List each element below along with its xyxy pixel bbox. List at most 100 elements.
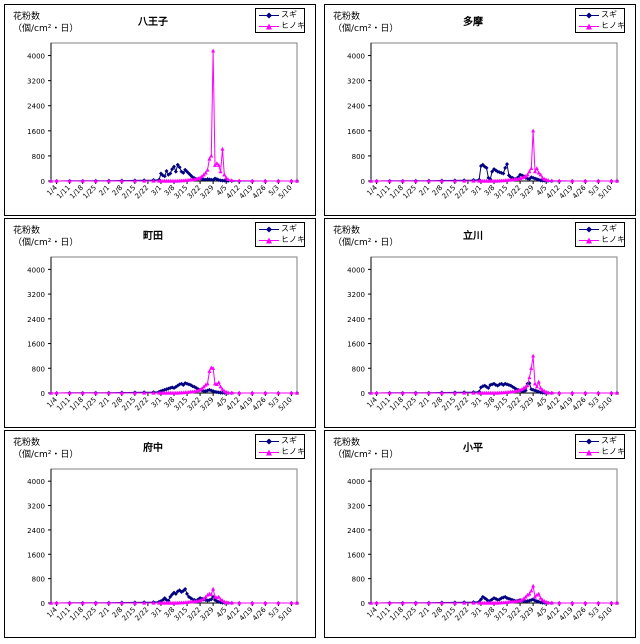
- y-axis-label-line2: （個/cm²・日）: [333, 24, 399, 34]
- data-point-hinoki: [276, 178, 281, 183]
- data-point-hinoki: [218, 169, 223, 174]
- data-point-hinoki: [529, 588, 534, 593]
- data-point-sugi: [495, 383, 500, 388]
- legend-item-hinoki: ヒノキ: [576, 21, 625, 32]
- chart-title: 府中: [143, 443, 163, 454]
- data-point-hinoki: [369, 600, 373, 605]
- legend: スギ ヒノキ: [575, 8, 625, 33]
- y-tick-label: 3200: [27, 503, 45, 511]
- data-point-hinoki: [527, 375, 532, 380]
- data-point-hinoki: [400, 390, 405, 395]
- data-point-hinoki: [413, 600, 418, 605]
- data-point-hinoki: [216, 380, 221, 385]
- x-tick-label: 3/1: [470, 184, 484, 198]
- data-point-hinoki: [54, 390, 59, 395]
- chart-title: 立川: [463, 231, 483, 242]
- y-axis-label-line2: （個/cm²・日）: [13, 450, 79, 460]
- data-point-sugi: [162, 174, 167, 179]
- data-point-hinoki: [295, 390, 299, 395]
- chart-title: 多摩: [463, 17, 483, 28]
- y-tick-label: 1600: [27, 551, 45, 559]
- data-point-hinoki: [531, 353, 536, 358]
- legend-label-hinoki: ヒノキ: [601, 21, 625, 30]
- x-tick-label: 3/1: [150, 606, 164, 620]
- plot-area: [50, 42, 298, 182]
- data-point-hinoki: [533, 169, 537, 174]
- y-tick-label: 0: [41, 178, 45, 186]
- data-point-hinoki: [218, 384, 223, 389]
- data-point-hinoki: [263, 600, 268, 605]
- x-tick-label: 2/1: [98, 184, 112, 198]
- data-point-hinoki: [119, 390, 124, 395]
- x-tick-label: 3/22: [186, 184, 203, 201]
- data-point-hinoki: [49, 390, 53, 395]
- data-point-sugi: [160, 597, 165, 602]
- data-point-hinoki: [462, 390, 467, 395]
- data-point-sugi: [190, 384, 195, 389]
- data-point-sugi: [533, 388, 537, 393]
- plot-area: [370, 468, 618, 604]
- data-point-hinoki: [521, 385, 526, 390]
- data-point-hinoki: [426, 390, 431, 395]
- legend-swatch-hinoki: [259, 237, 279, 244]
- legend-label-hinoki: ヒノキ: [281, 235, 305, 244]
- y-tick-label: 0: [361, 390, 365, 398]
- x-tick-label: 2/1: [418, 396, 432, 410]
- data-point-hinoki: [426, 600, 431, 605]
- data-point-hinoki: [546, 178, 551, 182]
- data-point-hinoki: [67, 390, 72, 395]
- data-point-hinoki: [226, 390, 231, 395]
- x-tick-label: 1/11: [375, 396, 392, 413]
- y-tick-label: 3200: [27, 78, 45, 86]
- x-tick-label: 2/22: [454, 396, 471, 413]
- x-tick-label: 4/12: [545, 184, 562, 201]
- data-point-hinoki: [220, 598, 225, 603]
- data-point-hinoki: [209, 592, 214, 597]
- legend: スギ ヒノキ: [255, 222, 305, 247]
- data-point-hinoki: [529, 166, 534, 171]
- data-point-sugi: [534, 177, 539, 182]
- data-point-hinoki: [289, 390, 294, 395]
- data-point-sugi: [501, 171, 506, 176]
- data-point-hinoki: [546, 600, 551, 605]
- chart-title: 町田: [143, 231, 163, 242]
- x-tick-label: 1/25: [81, 396, 98, 413]
- data-point-sugi: [512, 386, 517, 391]
- data-point-sugi: [495, 169, 500, 174]
- legend-swatch-hinoki: [259, 449, 279, 456]
- legend-label-hinoki: ヒノキ: [281, 21, 305, 30]
- data-point-sugi: [172, 164, 176, 169]
- data-point-sugi: [501, 382, 506, 387]
- data-point-hinoki: [207, 156, 212, 161]
- data-point-hinoki: [289, 178, 294, 183]
- data-point-sugi: [505, 162, 510, 167]
- data-point-hinoki: [527, 591, 532, 596]
- data-point-hinoki: [93, 600, 98, 605]
- data-point-hinoki: [452, 178, 457, 183]
- y-axis-label-line2: （個/cm²・日）: [333, 450, 399, 460]
- y-tick-label: 800: [352, 365, 365, 373]
- data-point-sugi: [216, 390, 221, 395]
- y-tick-label: 1600: [27, 128, 45, 136]
- chart-panel: 花粉数 （個/cm²・日） 町田 スギ ヒノキ 0 800 1600 2400 3200 4000 1…: [4, 218, 316, 428]
- data-point-hinoki: [250, 390, 255, 395]
- data-point-hinoki: [615, 390, 619, 395]
- x-tick-label: 2/1: [418, 606, 432, 620]
- x-tick-label: 4/26: [251, 395, 268, 412]
- data-point-sugi: [503, 165, 508, 170]
- data-point-hinoki: [211, 586, 216, 591]
- data-point-sugi: [484, 384, 489, 389]
- x-tick-label: 5/10: [597, 606, 614, 623]
- legend-label-sugi: スギ: [601, 224, 617, 233]
- y-axis-label-line2: （個/cm²・日）: [13, 24, 79, 34]
- data-point-sugi: [518, 172, 523, 177]
- data-point-hinoki: [557, 178, 562, 183]
- data-point-hinoki: [250, 600, 255, 605]
- y-tick-label: 0: [41, 600, 45, 608]
- y-tick-label: 0: [361, 600, 365, 608]
- data-point-hinoki: [132, 178, 137, 183]
- series-line-hinoki: [51, 50, 297, 182]
- y-tick-label: 2400: [347, 103, 365, 111]
- data-point-hinoki: [533, 381, 537, 386]
